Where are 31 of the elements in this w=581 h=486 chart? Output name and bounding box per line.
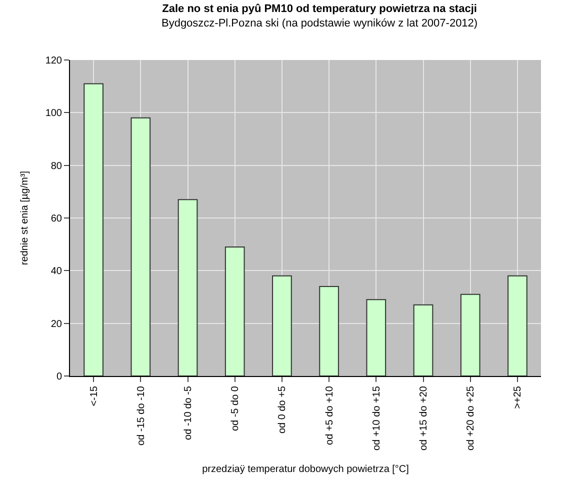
x-tick-label: od +20 do +25 bbox=[466, 386, 477, 451]
x-tick-label: >+25 bbox=[512, 386, 524, 409]
bar bbox=[366, 299, 386, 376]
y-tick-label: 120 bbox=[45, 56, 62, 66]
y-tick-label: 100 bbox=[45, 108, 62, 120]
y-tick-label: 0 bbox=[56, 372, 62, 382]
x-tick-label: od 0 do +5 bbox=[277, 386, 288, 434]
chart-title: Zale no st enia pyû PM10 od temperatury powietrza na stacji bbox=[162, 3, 477, 16]
y-axis-title: rednie st enia [µg/m³] bbox=[19, 170, 30, 266]
x-tick-label: od -5 do 0 bbox=[230, 386, 242, 432]
x-tick-label: od -10 do -5 bbox=[183, 386, 194, 440]
y-tick-label: 40 bbox=[50, 266, 62, 278]
bar bbox=[319, 286, 339, 376]
y-tick-label: 60 bbox=[50, 214, 62, 224]
bar bbox=[178, 199, 198, 376]
bar bbox=[272, 275, 292, 376]
x-tick-label: od +5 do +10 bbox=[324, 386, 336, 445]
bar bbox=[224, 246, 245, 376]
y-tick-label: 80 bbox=[50, 160, 62, 172]
x-tick-label: <-15 bbox=[88, 386, 100, 406]
bar bbox=[508, 275, 528, 376]
chart-subtitle: Bydgoszcz-Pl.Pozna ski (na podstawie wyników z lat 2007-2012) bbox=[161, 17, 478, 30]
bar bbox=[460, 294, 480, 376]
bar bbox=[130, 117, 151, 376]
x-tick-label: od +15 do +20 bbox=[418, 386, 430, 451]
x-tick-label: od +10 do +15 bbox=[371, 386, 382, 451]
bar bbox=[84, 83, 104, 376]
x-tick-label: od -15 do -10 bbox=[136, 386, 147, 446]
x-axis-title: przedziaÿ temperatur dobowych powietrza [°C] bbox=[202, 464, 410, 476]
bar bbox=[413, 304, 434, 376]
y-tick-label: 20 bbox=[50, 318, 62, 330]
